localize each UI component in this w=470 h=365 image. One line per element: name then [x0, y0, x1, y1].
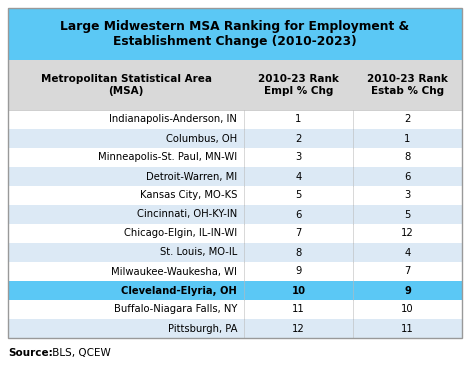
Bar [8, 224, 462, 243]
Bar [8, 262, 462, 281]
Text: 1: 1 [404, 134, 411, 143]
Text: 10: 10 [401, 304, 414, 315]
Text: 10: 10 [291, 285, 306, 296]
Text: Kansas City, MO-KS: Kansas City, MO-KS [140, 191, 237, 200]
Text: 4: 4 [404, 247, 411, 257]
Text: 1: 1 [295, 115, 302, 124]
Bar [8, 300, 462, 319]
Text: Buffalo-Niagara Falls, NY: Buffalo-Niagara Falls, NY [114, 304, 237, 315]
Text: 2: 2 [404, 115, 411, 124]
Text: 9: 9 [404, 285, 411, 296]
Text: 4: 4 [296, 172, 302, 181]
Text: Cincinnati, OH-KY-IN: Cincinnati, OH-KY-IN [137, 210, 237, 219]
Text: Indianapolis-Anderson, IN: Indianapolis-Anderson, IN [109, 115, 237, 124]
Text: Metropolitan Statistical Area
(MSA): Metropolitan Statistical Area (MSA) [40, 74, 211, 96]
Text: Source:: Source: [8, 348, 53, 358]
Bar [8, 186, 462, 205]
Text: 6: 6 [404, 172, 411, 181]
Text: Columbus, OH: Columbus, OH [166, 134, 237, 143]
Text: 11: 11 [292, 304, 305, 315]
Text: 2010-23 Rank
Estab % Chg: 2010-23 Rank Estab % Chg [367, 74, 448, 96]
Text: 11: 11 [401, 323, 414, 334]
Bar [8, 60, 462, 110]
Text: 9: 9 [295, 266, 302, 277]
Text: Cleveland-Elyria, OH: Cleveland-Elyria, OH [121, 285, 237, 296]
Text: 12: 12 [401, 228, 414, 238]
Bar [8, 205, 462, 224]
Text: 8: 8 [296, 247, 302, 257]
Text: 6: 6 [295, 210, 302, 219]
Text: 8: 8 [404, 153, 411, 162]
Text: Large Midwestern MSA Ranking for Employment &
Establishment Change (2010-2023): Large Midwestern MSA Ranking for Employm… [61, 20, 409, 48]
Text: Chicago-Elgin, IL-IN-WI: Chicago-Elgin, IL-IN-WI [124, 228, 237, 238]
Bar [8, 319, 462, 338]
Text: 2010-23 Rank
Empl % Chg: 2010-23 Rank Empl % Chg [258, 74, 339, 96]
Text: 3: 3 [404, 191, 411, 200]
Text: 5: 5 [295, 191, 302, 200]
Text: Minneapolis-St. Paul, MN-WI: Minneapolis-St. Paul, MN-WI [98, 153, 237, 162]
Bar [8, 129, 462, 148]
Bar [8, 243, 462, 262]
Bar [8, 148, 462, 167]
Bar [8, 110, 462, 129]
Text: 3: 3 [296, 153, 302, 162]
Bar [8, 281, 462, 300]
Text: Milwaukee-Waukesha, WI: Milwaukee-Waukesha, WI [111, 266, 237, 277]
Text: BLS, QCEW: BLS, QCEW [49, 348, 111, 358]
Bar [8, 8, 462, 60]
Text: St. Louis, MO-IL: St. Louis, MO-IL [160, 247, 237, 257]
Bar [8, 167, 462, 186]
Text: 7: 7 [295, 228, 302, 238]
Text: 7: 7 [404, 266, 411, 277]
Text: 2: 2 [295, 134, 302, 143]
Text: 12: 12 [292, 323, 305, 334]
Text: Pittsburgh, PA: Pittsburgh, PA [167, 323, 237, 334]
Text: 5: 5 [404, 210, 411, 219]
Text: Detroit-Warren, MI: Detroit-Warren, MI [146, 172, 237, 181]
